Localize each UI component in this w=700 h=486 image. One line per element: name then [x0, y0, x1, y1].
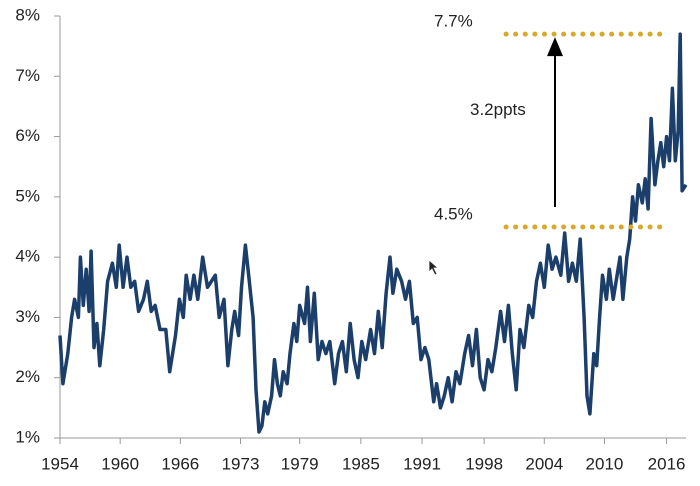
reference-label: 4.5% — [434, 204, 473, 223]
x-tick-label: 2004 — [525, 454, 563, 473]
y-tick-label: 5% — [15, 186, 40, 205]
y-tick-label: 3% — [15, 307, 40, 326]
arrow-head — [547, 37, 563, 57]
annotation: 3.2ppts — [470, 100, 526, 119]
y-tick-label: 8% — [15, 5, 40, 24]
y-tick-label: 1% — [15, 427, 40, 446]
reference-label: 7.7% — [434, 12, 473, 31]
x-tick-label: 1998 — [465, 454, 503, 473]
cursor — [428, 259, 440, 276]
data-line — [58, 32, 688, 434]
x-tick-label: 1991 — [403, 454, 441, 473]
y-tick-label: 2% — [15, 367, 40, 386]
x-tick-label: 1966 — [161, 454, 199, 473]
y-tick-label: 7% — [15, 66, 40, 85]
x-tick-label: 1973 — [222, 454, 260, 473]
y-tick-label: 6% — [15, 126, 40, 145]
y-tick-label: 4% — [15, 247, 40, 266]
x-tick-label: 1985 — [342, 454, 380, 473]
x-tick-label: 2010 — [586, 454, 624, 473]
x-tick-label: 1954 — [41, 454, 79, 473]
x-tick-label: 1979 — [281, 454, 319, 473]
x-tick-label: 1960 — [101, 454, 139, 473]
x-tick-label: 2016 — [648, 454, 686, 473]
